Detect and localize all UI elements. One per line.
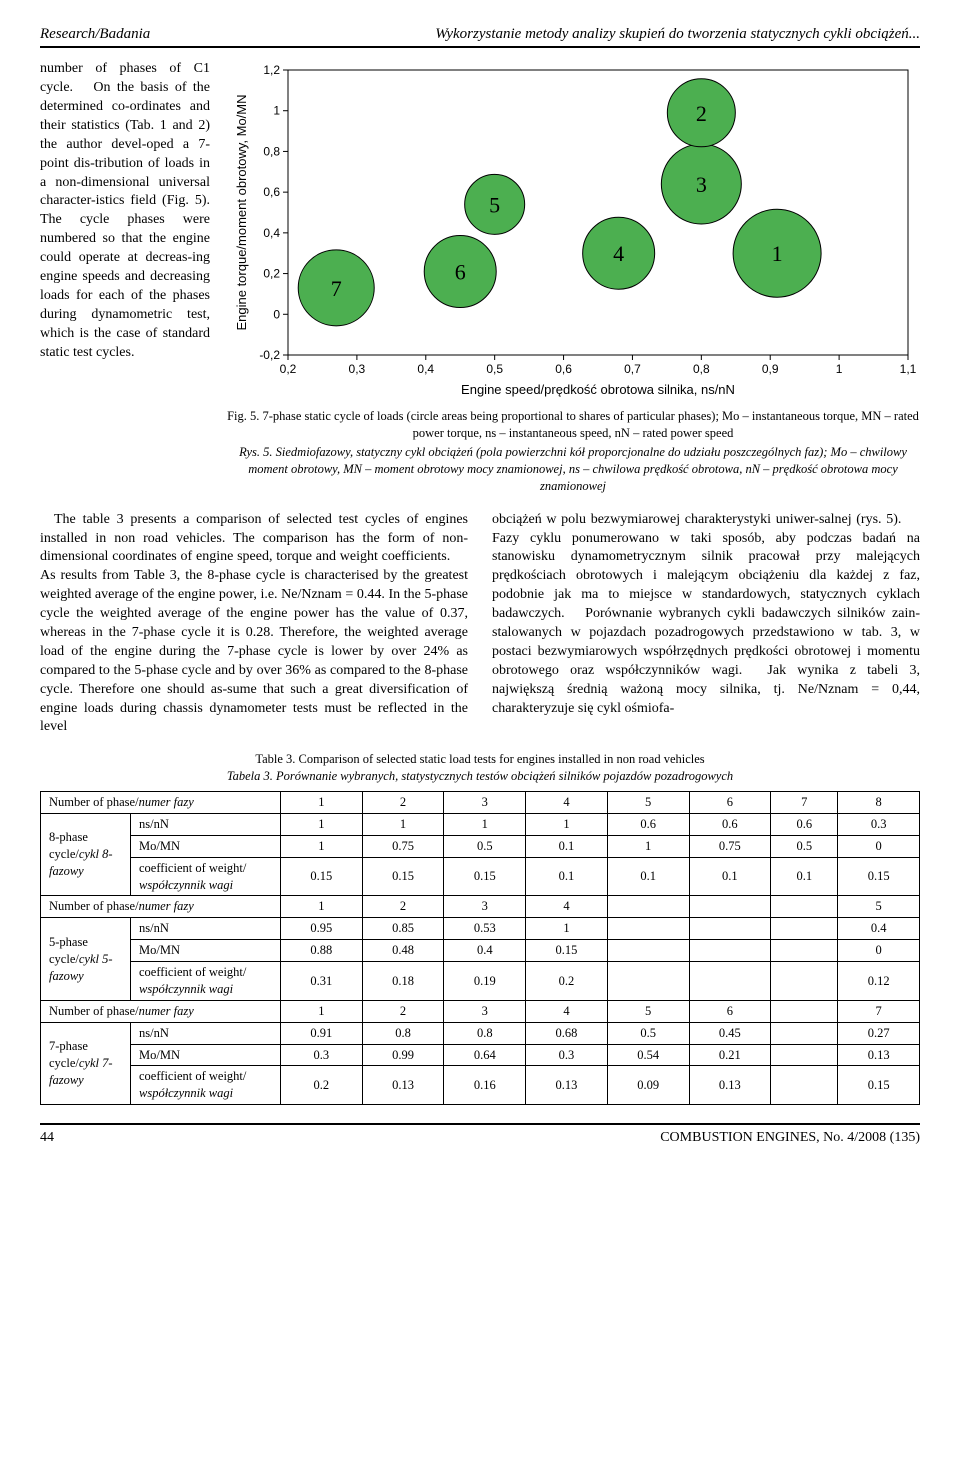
figure-5-chart: 0,2 0,3 0,4 0,5 0,6 0,7 0,8 0,9 1 1,1 -0,2 0 0,2 0,4 0… <box>228 60 918 400</box>
header-left: Research/Badania <box>40 24 150 44</box>
svg-text:0,8: 0,8 <box>693 362 710 376</box>
left-body-text: The table 3 presents a comparison of sel… <box>40 511 468 738</box>
table-3-caption-en: Table 3. Comparison of selected static l… <box>40 751 920 768</box>
svg-text:1: 1 <box>836 362 843 376</box>
left-body-column: The table 3 presents a comparison of sel… <box>40 511 468 738</box>
left-intro-column: number of phases of C1 cycle. On the bas… <box>40 60 210 502</box>
svg-text:3: 3 <box>696 172 707 197</box>
svg-text:7: 7 <box>331 276 342 301</box>
right-body-column: obciążeń w polu bezwymiarowej charaktery… <box>492 511 920 738</box>
svg-text:0,6: 0,6 <box>263 185 280 199</box>
svg-text:6: 6 <box>455 260 466 285</box>
svg-text:-0,2: -0,2 <box>259 348 280 362</box>
svg-text:Engine speed/prędkość obrotowa: Engine speed/prędkość obrotowa silnika, … <box>461 382 735 397</box>
svg-text:0,9: 0,9 <box>762 362 779 376</box>
top-block: number of phases of C1 cycle. On the bas… <box>40 60 920 502</box>
page-footer: 44 COMBUSTION ENGINES, No. 4/2008 (135) <box>40 1123 920 1148</box>
figure-5: 0,2 0,3 0,4 0,5 0,6 0,7 0,8 0,9 1 1,1 -0,2 0 0,2 0,4 0… <box>226 60 920 400</box>
left-intro-text: number of phases of C1 cycle. On the bas… <box>40 60 210 362</box>
figure-5-caption-it: Rys. 5. Siedmiofazowy, statyczny cykl ob… <box>226 444 920 495</box>
svg-text:0,8: 0,8 <box>263 145 280 159</box>
svg-text:0,2: 0,2 <box>263 267 280 281</box>
figure-column: 0,2 0,3 0,4 0,5 0,6 0,7 0,8 0,9 1 1,1 -0,2 0 0,2 0,4 0… <box>226 60 920 502</box>
svg-text:1,2: 1,2 <box>263 63 280 77</box>
svg-text:4: 4 <box>613 241 624 266</box>
svg-text:0: 0 <box>273 308 280 322</box>
table-3: Number of phase/numer fazy123456788-phas… <box>40 791 920 1105</box>
figure-5-caption-en: Fig. 5. 7-phase static cycle of loads (c… <box>226 408 920 442</box>
svg-text:0,3: 0,3 <box>349 362 366 376</box>
svg-text:0,5: 0,5 <box>486 362 503 376</box>
table-3-caption-it: Tabela 3. Porównanie wybranych, statysty… <box>40 768 920 785</box>
header-right: Wykorzystanie metody analizy skupień do … <box>435 24 920 44</box>
svg-text:0,2: 0,2 <box>280 362 297 376</box>
svg-text:1: 1 <box>273 104 280 118</box>
svg-text:1,1: 1,1 <box>900 362 917 376</box>
svg-text:5: 5 <box>489 193 500 218</box>
svg-text:0,4: 0,4 <box>263 226 280 240</box>
svg-text:0,7: 0,7 <box>624 362 641 376</box>
svg-text:0,6: 0,6 <box>555 362 572 376</box>
footer-journal: COMBUSTION ENGINES, No. 4/2008 (135) <box>660 1129 920 1148</box>
footer-page-number: 44 <box>40 1129 54 1148</box>
svg-text:Engine torque/moment obrotowy,: Engine torque/moment obrotowy, Mo/MN <box>234 95 249 331</box>
svg-text:1: 1 <box>772 241 783 266</box>
right-body-text: obciążeń w polu bezwymiarowej charaktery… <box>492 511 920 719</box>
page-header: Research/Badania Wykorzystanie metody an… <box>40 24 920 48</box>
svg-text:0,4: 0,4 <box>417 362 434 376</box>
svg-text:2: 2 <box>696 101 707 126</box>
body-columns: The table 3 presents a comparison of sel… <box>40 511 920 738</box>
